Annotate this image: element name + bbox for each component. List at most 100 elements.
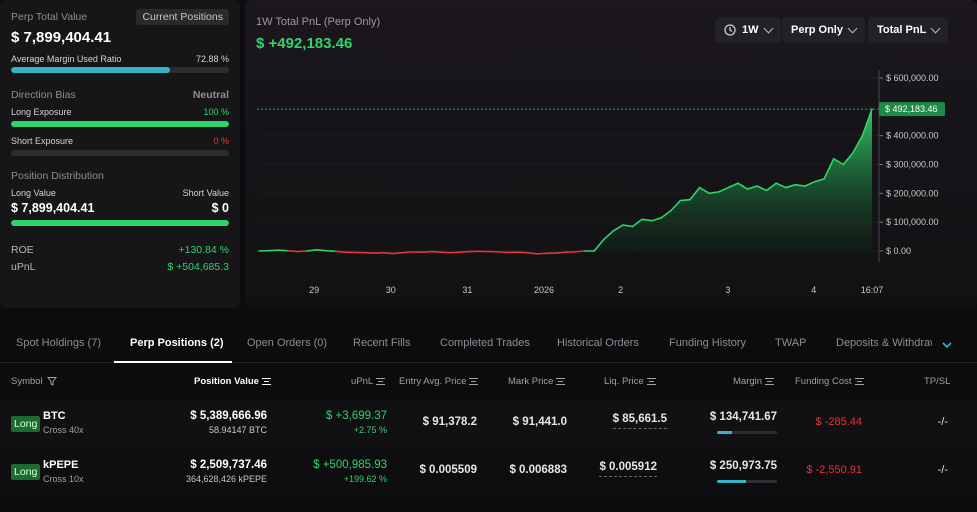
chart-pnl-value: $ +492,183.46	[256, 35, 353, 52]
sort-icon	[556, 377, 566, 385]
tab-spot-holdings[interactable]: Spot Holdings (7)	[16, 337, 101, 349]
scope-value: Perp Only	[791, 24, 843, 36]
table-row[interactable]: Long kPEPE Cross 10x $ 2,509,737.46 364,…	[0, 449, 977, 499]
pnl-line-segment	[852, 134, 864, 154]
x-tick-label: 2026	[534, 285, 554, 295]
tab-twap[interactable]: TWAP	[775, 337, 807, 349]
pnl-line-segment	[555, 251, 567, 254]
pnl-line-segment	[296, 250, 308, 253]
header-liq-price[interactable]: Liq. Price	[604, 376, 656, 387]
header-funding-label: Funding Cost	[795, 376, 852, 387]
short-value: $ 0	[211, 201, 229, 215]
current-positions-button[interactable]: Current Positions	[136, 9, 229, 25]
side-badge: Long	[11, 416, 41, 432]
header-position-value-label: Position Value	[194, 376, 259, 387]
header-position-value[interactable]: Position Value	[194, 376, 271, 387]
pnl-line-segment	[315, 249, 327, 252]
liq-price: $ 0.005912	[599, 461, 657, 477]
upnl-value: $ +500,985.93	[313, 459, 387, 471]
symbol-name[interactable]: BTC	[43, 410, 66, 422]
tab-completed-trades[interactable]: Completed Trades	[440, 337, 530, 349]
x-tick-label: 31	[462, 285, 472, 295]
margin-value[interactable]: $ 250,973.75	[709, 460, 777, 472]
pnl-line-segment	[392, 251, 404, 255]
header-symbol-label: Symbol	[11, 376, 43, 387]
symbol-name[interactable]: kPEPE	[43, 459, 79, 471]
header-margin[interactable]: Margin	[733, 376, 775, 387]
current-value-badge	[879, 102, 945, 117]
roe-label: ROE	[11, 244, 34, 256]
header-symbol[interactable]: Symbol	[11, 376, 58, 387]
y-tick-label: $ 400,000.00	[886, 131, 939, 141]
pnl-line-segment	[784, 183, 797, 189]
y-tick-label: $ 0.00	[886, 246, 911, 256]
pnl-line-segment	[622, 224, 634, 228]
filter-icon[interactable]	[47, 376, 58, 387]
positions-tabs: Spot Holdings (7) Perp Positions (2) Ope…	[0, 325, 977, 363]
pnl-line-segment	[277, 249, 289, 252]
margin-usage-bar	[717, 480, 777, 483]
liq-price: $ 85,661.5	[612, 413, 667, 429]
header-funding-cost[interactable]: Funding Cost	[795, 376, 864, 387]
scope-dropdown[interactable]: Perp Only	[782, 17, 865, 43]
pnl-line-segment	[286, 249, 299, 253]
tab-recent-fills[interactable]: Recent Fills	[353, 337, 411, 349]
position-size: 364,628,426 kPEPE	[185, 474, 267, 484]
tab-open-orders[interactable]: Open Orders (0)	[247, 337, 328, 349]
margin-value[interactable]: $ 134,741.67	[709, 411, 777, 423]
leverage-label: Cross 40x	[43, 425, 84, 435]
header-mark-price[interactable]: Mark Price	[508, 376, 566, 387]
pnl-line-segment	[765, 182, 778, 192]
timeframe-dropdown[interactable]: 1W	[715, 17, 781, 43]
pnl-line-segment	[334, 250, 347, 253]
entry-price: $ 0.005509	[419, 464, 477, 476]
pnl-line-segment	[717, 186, 730, 193]
y-tick-label: $ 600,000.00	[886, 73, 939, 83]
upnl-value: $ +3,699.37	[325, 410, 387, 422]
pnl-line-segment	[612, 224, 624, 232]
pnl-line-segment	[440, 251, 452, 254]
pnl-line-segment	[794, 183, 806, 187]
tab-funding-history[interactable]: Funding History	[669, 337, 747, 349]
header-liq-label: Liq. Price	[604, 376, 644, 387]
header-margin-label: Margin	[733, 376, 763, 387]
tab-perp-positions[interactable]: Perp Positions (2)	[130, 337, 224, 349]
perp-total-value: $ 7,899,404.41	[11, 29, 112, 46]
metric-dropdown[interactable]: Total PnL	[868, 17, 949, 43]
x-tick-label: 4	[811, 285, 816, 295]
y-tick-label: $ 200,000.00	[886, 188, 939, 198]
short-exposure-bar	[11, 150, 229, 156]
entry-price: $ 91,378.2	[422, 416, 477, 428]
tab-historical-orders[interactable]: Historical Orders	[557, 337, 639, 349]
summary-panel: Perp Total Value Current Positions $ 7,8…	[0, 0, 240, 308]
tab-deposits-withdraw[interactable]: Deposits & Withdraw	[836, 337, 932, 349]
pnl-line-segment	[861, 108, 873, 137]
perp-total-value-label: Perp Total Value	[11, 11, 88, 23]
table-row[interactable]: Long BTC Cross 40x $ 5,389,666.96 58.941…	[0, 399, 977, 449]
pnl-line-segment	[401, 251, 414, 254]
pnl-line-segment	[267, 249, 279, 252]
pnl-line-segment	[708, 191, 720, 195]
side-badge: Long	[11, 464, 41, 480]
mark-price: $ 91,441.0	[512, 416, 567, 428]
pnl-line-segment	[727, 182, 739, 189]
pnl-line-segment	[325, 249, 337, 253]
header-entry-label: Entry Avg. Price	[399, 376, 467, 387]
direction-bias-label: Direction Bias	[11, 89, 76, 101]
upnl-percent: +2.75 %	[353, 425, 387, 435]
pnl-line-segment	[842, 152, 854, 166]
pnl-line-segment	[641, 218, 653, 222]
positions-table-header: Symbol Position Value uPnL Entry Avg. Pr…	[0, 364, 977, 398]
pnl-line-segment	[775, 182, 787, 189]
upnl-label: uPnL	[11, 261, 36, 273]
x-tick-label: 2	[618, 285, 623, 295]
pnl-line-segment	[593, 238, 605, 252]
avg-margin-value: 72.88 %	[195, 54, 229, 64]
tabs-more-chevron-icon[interactable]	[940, 338, 954, 352]
x-tick-label: 16:07	[861, 285, 884, 295]
pnl-line-segment	[516, 251, 528, 254]
header-upnl[interactable]: uPnL	[351, 376, 386, 387]
tpsl-value[interactable]: -/-	[937, 464, 948, 476]
header-entry-price[interactable]: Entry Avg. Price	[399, 376, 479, 387]
tpsl-value[interactable]: -/-	[937, 416, 948, 428]
